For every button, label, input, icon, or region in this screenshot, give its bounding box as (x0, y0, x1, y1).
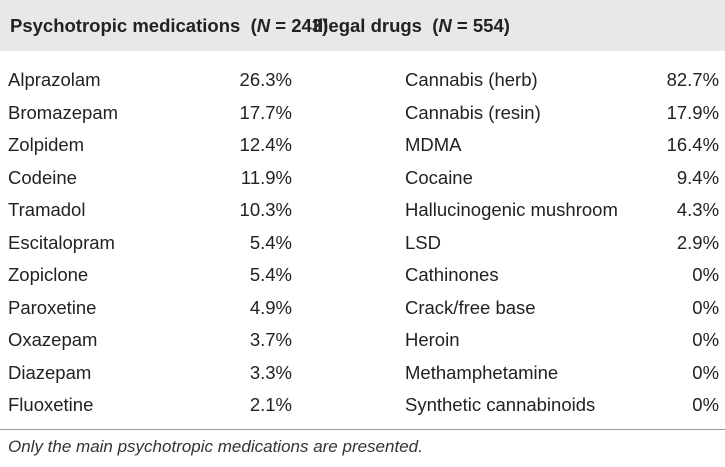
medication-percent: 26.3% (239, 69, 292, 91)
illegal-n-open: ( (432, 14, 439, 36)
bottom-rule-row (0, 421, 725, 430)
column-gap (305, 357, 397, 390)
medication-name: Zolpidem (8, 134, 85, 156)
table-header-row: Psychotropic medications (N = 243) Illeg… (0, 0, 725, 51)
table-row: Diazepam 3.3% Methamphetamine 0% (0, 357, 725, 390)
medication-name: Alprazolam (8, 69, 101, 91)
illegal-drug-name: LSD (405, 231, 441, 253)
illegal-drug-name: MDMA (405, 134, 462, 156)
illegal-drug-percent: 4.3% (676, 199, 720, 221)
illegal-n-symbol: N (438, 14, 452, 36)
illegal-drug-name: Hallucinogenic mushroom (405, 199, 618, 221)
column-gap (305, 162, 397, 195)
illegal-n-count: = 554) (451, 14, 510, 36)
table-row: Codeine 11.9% Cocaine 9.4% (0, 162, 725, 195)
medication-percent: 4.9% (249, 296, 292, 318)
psychotropic-medications-label: Psychotropic medications (10, 14, 241, 36)
medication-name: Paroxetine (8, 296, 97, 318)
medication-percent: 2.1% (249, 394, 292, 416)
drug-use-table: Psychotropic medications (N = 243) Illeg… (0, 0, 725, 430)
table-row: Alprazolam 26.3% Cannabis (herb) 82.7% (0, 64, 725, 97)
column-gap (305, 64, 397, 97)
table-row: Zopiclone 5.4% Cathinones 0% (0, 259, 725, 292)
column-gap (305, 97, 397, 130)
illegal-drug-name: Methamphetamine (405, 361, 559, 383)
column-gap (305, 324, 397, 357)
medication-percent: 5.4% (249, 231, 292, 253)
column-gap (305, 259, 397, 292)
psychotropic-n-count: = 243) (270, 14, 329, 36)
medication-name: Fluoxetine (8, 394, 94, 416)
column-gap (305, 194, 397, 227)
medication-name: Codeine (8, 166, 77, 188)
table-row: Escitalopram 5.4% LSD 2.9% (0, 227, 725, 260)
medication-percent: 11.9% (240, 166, 292, 188)
medication-percent: 12.4% (239, 134, 292, 156)
medication-name: Zopiclone (8, 264, 89, 286)
spacer-row (0, 51, 725, 64)
table-row: Tramadol 10.3% Hallucinogenic mushroom 4.3% (0, 194, 725, 227)
illegal-drugs-label: Illegal drugs (313, 14, 422, 36)
table-row: Zolpidem 12.4% MDMA 16.4% (0, 129, 725, 162)
table-row: Bromazepam 17.7% Cannabis (resin) 17.9% (0, 97, 725, 130)
illegal-drugs-header: Illegal drugs (N = 554) (305, 0, 725, 51)
psychotropic-medications-header: Psychotropic medications (N = 243) (0, 0, 328, 51)
column-gap (305, 389, 397, 422)
illegal-drug-name: Cathinones (405, 264, 499, 286)
medication-name: Tramadol (8, 199, 86, 221)
illegal-drug-name: Cocaine (405, 166, 473, 188)
illegal-drug-name: Cannabis (resin) (405, 101, 541, 123)
medication-percent: 3.3% (249, 361, 292, 383)
psychotropic-n-open: ( (250, 14, 257, 36)
illegal-drug-name: Cannabis (herb) (405, 69, 538, 91)
table-footnote: Only the main psychotropic medications a… (8, 437, 423, 456)
illegal-drug-percent: 0% (692, 264, 720, 286)
medication-percent: 10.3% (239, 199, 292, 221)
medication-name: Oxazepam (8, 329, 98, 351)
illegal-drug-name: Crack/free base (405, 296, 536, 318)
illegal-drug-percent: 17.9% (666, 101, 720, 123)
illegal-drug-percent: 9.4% (676, 166, 720, 188)
medication-name: Escitalopram (8, 231, 115, 253)
table-row: Oxazepam 3.7% Heroin 0% (0, 324, 725, 357)
illegal-drug-percent: 0% (692, 329, 720, 351)
column-gap (305, 129, 397, 162)
medication-name: Bromazepam (8, 101, 119, 123)
illegal-drug-percent: 2.9% (676, 231, 720, 253)
table-row: Fluoxetine 2.1% Synthetic cannabinoids 0% (0, 389, 725, 422)
medication-name: Diazepam (8, 361, 92, 383)
medication-percent: 3.7% (249, 329, 292, 351)
illegal-drug-percent: 82.7% (666, 69, 720, 91)
illegal-drug-percent: 0% (692, 394, 720, 416)
medication-percent: 17.7% (239, 101, 292, 123)
illegal-drug-name: Synthetic cannabinoids (405, 394, 596, 416)
table-row: Paroxetine 4.9% Crack/free base 0% (0, 292, 725, 325)
table-body: Alprazolam 26.3% Cannabis (herb) 82.7% Broma… (0, 51, 725, 430)
illegal-drug-percent: 0% (692, 296, 720, 318)
psychotropic-n-symbol: N (256, 14, 271, 36)
illegal-drug-percent: 16.4% (666, 134, 720, 156)
medication-percent: 5.4% (249, 264, 292, 286)
illegal-drug-name: Heroin (405, 329, 460, 351)
illegal-drug-percent: 0% (692, 361, 720, 383)
column-gap (305, 227, 397, 260)
bottom-rule (0, 421, 725, 430)
column-gap (305, 292, 397, 325)
